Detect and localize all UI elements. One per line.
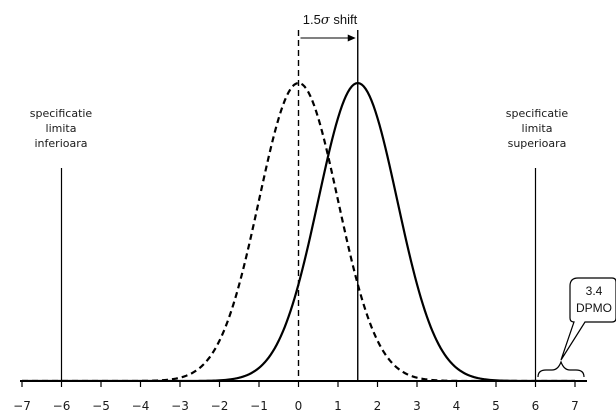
lower-spec-label-line-3: inferioara [35, 137, 88, 150]
x-tick-label: −7 [13, 399, 31, 413]
tail-brace [537, 360, 585, 378]
shift-label: 1.5σ shift [303, 12, 358, 28]
x-tick-label: 3 [413, 399, 421, 413]
dpmo-unit: DPMO [576, 301, 612, 315]
x-tick-label: −2 [211, 399, 229, 413]
x-tick-label: 1 [334, 399, 342, 413]
upper-spec-limit-label: specificatie limita superioara [506, 107, 569, 150]
x-tick-label: −1 [250, 399, 268, 413]
x-tick-label: 2 [374, 399, 382, 413]
x-tick-label: 6 [532, 399, 540, 413]
lower-spec-label-line-2: limita [46, 122, 77, 135]
upper-spec-label-line-2: limita [522, 122, 553, 135]
x-tick-label: −6 [53, 399, 71, 413]
upper-spec-label-line-3: superioara [508, 137, 567, 150]
upper-spec-label-line-1: specificatie [506, 107, 569, 120]
shift-arrowhead [347, 34, 356, 42]
x-tick-label: −3 [171, 399, 189, 413]
x-tick-label: 0 [295, 399, 303, 413]
lower-spec-limit-label: specificatie limita inferioara [30, 107, 93, 150]
x-tick-label: 4 [453, 399, 461, 413]
dpmo-value: 3.4 [586, 284, 603, 298]
x-axis-ticks: −7 −6 −5 −4 −3 −2 −1 0 1 2 3 4 5 6 7 [13, 381, 579, 413]
x-tick-label: 7 [571, 399, 579, 413]
x-tick-label: 5 [492, 399, 500, 413]
lower-spec-label-line-1: specificatie [30, 107, 93, 120]
x-tick-label: −5 [92, 399, 110, 413]
x-tick-label: −4 [132, 399, 150, 413]
